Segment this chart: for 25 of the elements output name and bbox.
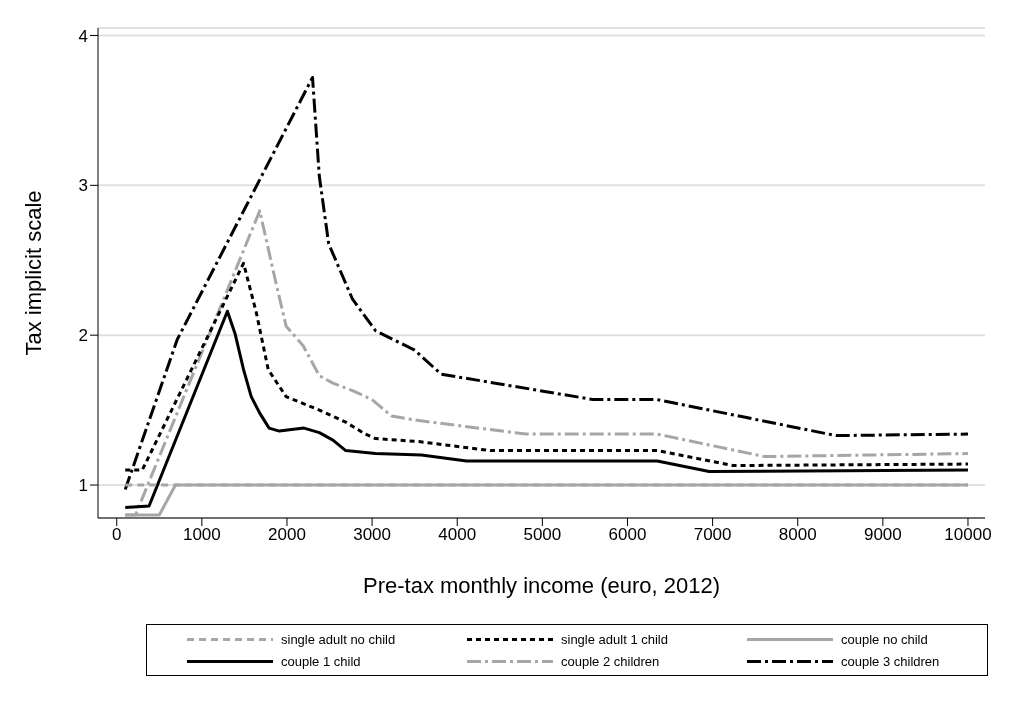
x-tick-label: 3000	[353, 525, 392, 545]
x-tick-label: 8000	[778, 525, 817, 545]
x-tick-label: 6000	[608, 525, 647, 545]
legend-label: single adult 1 child	[561, 631, 668, 647]
y-tick-label: 4	[78, 26, 88, 46]
legend-label: couple 1 child	[281, 653, 361, 669]
x-tick-label: 5000	[523, 525, 562, 545]
x-axis-title: Pre-tax monthly income (euro, 2012)	[362, 573, 721, 598]
legend-label: couple no child	[841, 631, 928, 647]
x-tick-label: 10000	[944, 525, 992, 545]
legend-label: single adult no child	[281, 631, 396, 647]
x-tick-label: 7000	[693, 525, 732, 545]
line-series	[123, 309, 970, 510]
x-tick-label: 9000	[863, 525, 902, 545]
x-tick-label: 4000	[438, 525, 477, 545]
x-tick-label: 1000	[182, 525, 221, 545]
legend-label: couple 2 children	[561, 653, 660, 669]
y-axis-title: Tax implicit scale	[20, 190, 46, 356]
y-tick-label: 2	[78, 326, 88, 346]
legend-label: couple 3 children	[841, 653, 940, 669]
x-tick-label: 0	[111, 525, 122, 545]
x-tick-label: 2000	[268, 525, 306, 545]
y-tick-label: 3	[78, 176, 88, 196]
line-series	[123, 75, 970, 492]
y-tick-label: 1	[78, 476, 88, 496]
